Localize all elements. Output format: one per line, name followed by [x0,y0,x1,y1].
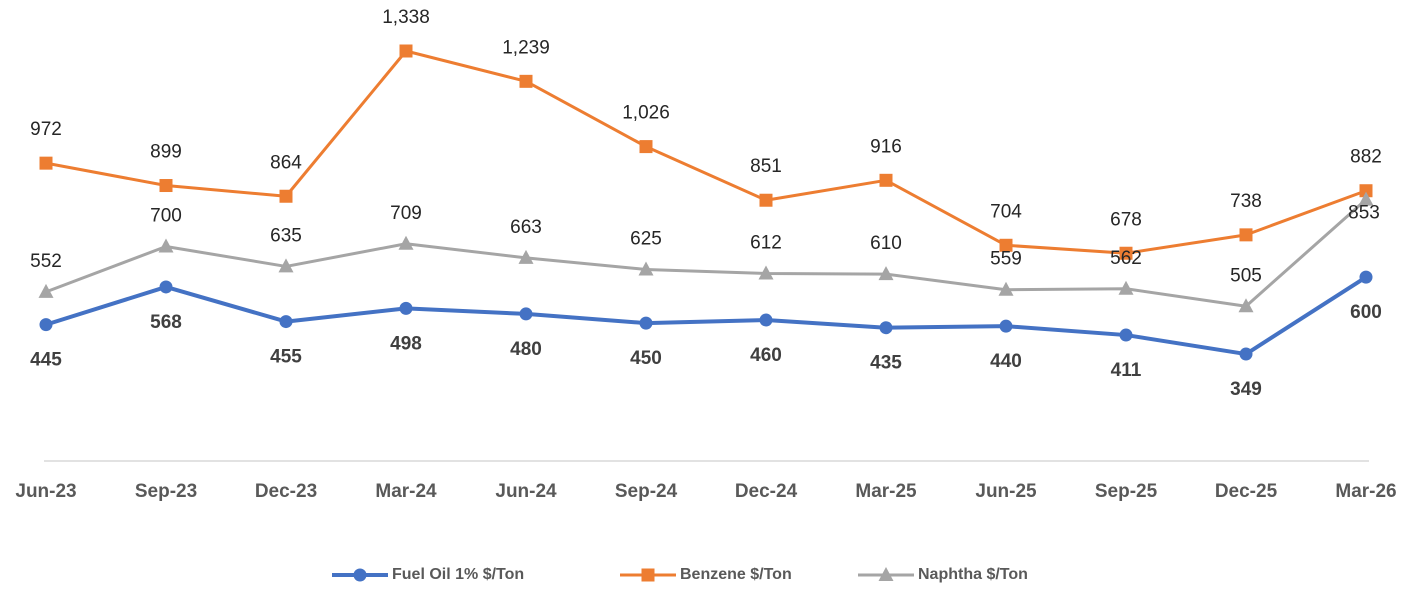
data-point [999,238,1013,252]
data-point [279,189,293,203]
data-label: 480 [510,339,542,360]
data-label: 625 [630,228,662,249]
data-label: 899 [150,142,182,163]
data-label: 635 [270,225,302,246]
data-label: 851 [750,156,782,177]
data-label: 600 [1350,302,1382,323]
data-point [38,283,54,298]
legend-label: Fuel Oil 1% $/Ton [392,566,524,583]
legend-label: Naphtha $/Ton [918,566,1028,583]
data-label: 411 [1111,360,1142,381]
data-label: 460 [750,345,782,366]
x-tick-label: Mar-25 [855,481,917,502]
data-point [399,44,413,58]
x-tick-label: Mar-24 [375,481,437,502]
data-point [159,179,173,193]
data-point [1359,184,1373,198]
data-label: 1,239 [502,37,550,58]
data-label: 882 [1350,147,1382,168]
data-label: 864 [270,152,302,173]
data-point [39,318,53,332]
x-tick-label: Jun-23 [15,481,76,502]
data-label: 445 [30,350,62,371]
data-label: 440 [990,351,1022,372]
series-line [45,275,1368,357]
data-label: 455 [270,347,302,368]
data-point [879,321,893,335]
data-point [519,307,533,321]
data-label: 505 [1230,265,1262,286]
data-label: 916 [870,136,902,157]
data-point [39,156,53,170]
data-point [1119,328,1133,342]
data-label: 972 [30,119,62,140]
data-point [158,238,174,253]
x-tick-label: Jun-24 [495,481,557,502]
data-label: 704 [990,201,1022,222]
x-tick-label: Dec-23 [255,481,317,502]
data-label: 568 [150,312,182,333]
data-point [279,315,293,329]
data-point [638,261,654,276]
data-point [878,266,894,281]
series-line [45,198,1367,308]
data-point [518,249,534,264]
data-point [1119,246,1133,260]
data-point [879,173,893,187]
data-label: 738 [1230,191,1262,212]
data-point [1118,280,1134,295]
data-label: 552 [30,251,62,272]
data-label: 612 [750,232,782,253]
data-label: 700 [150,206,182,227]
data-point [998,281,1014,296]
x-tick-label: Dec-25 [1215,481,1278,502]
data-label: 709 [390,203,422,224]
data-point [1359,270,1373,284]
data-point [398,235,414,250]
data-label: 498 [390,333,422,354]
data-label: 1,338 [382,7,430,28]
data-point [1239,347,1253,361]
data-label: 435 [870,353,902,374]
data-point [1358,191,1374,206]
legend-marker [878,567,894,581]
x-tick-label: Mar-26 [1335,481,1396,502]
data-label: 1,026 [622,103,670,124]
legend-marker [353,568,367,582]
data-point [639,316,653,330]
legend-marker [641,568,655,582]
x-tick-label: Dec-24 [735,481,798,502]
x-tick-label: Jun-25 [975,481,1037,502]
legend-label: Benzene $/Ton [680,566,792,583]
x-tick-label: Sep-23 [135,481,197,502]
data-point [759,313,773,327]
data-point [1238,298,1254,313]
data-point [999,319,1013,333]
data-label: 450 [630,348,662,369]
data-point [1239,228,1253,242]
series-line [45,49,1367,255]
data-point [399,301,413,315]
data-label: 349 [1230,379,1262,400]
data-point [278,258,294,273]
data-point [758,265,774,280]
data-point [759,193,773,207]
data-label: 678 [1110,209,1142,230]
data-point [159,280,173,294]
data-point [639,140,653,154]
data-label: 562 [1110,248,1142,269]
data-label: 663 [510,217,542,238]
data-label: 610 [870,233,902,254]
x-tick-label: Sep-24 [615,481,678,502]
x-tick-label: Sep-25 [1095,481,1158,502]
data-label: 559 [990,249,1022,270]
data-point [519,74,533,88]
data-label: 853 [1348,203,1380,224]
